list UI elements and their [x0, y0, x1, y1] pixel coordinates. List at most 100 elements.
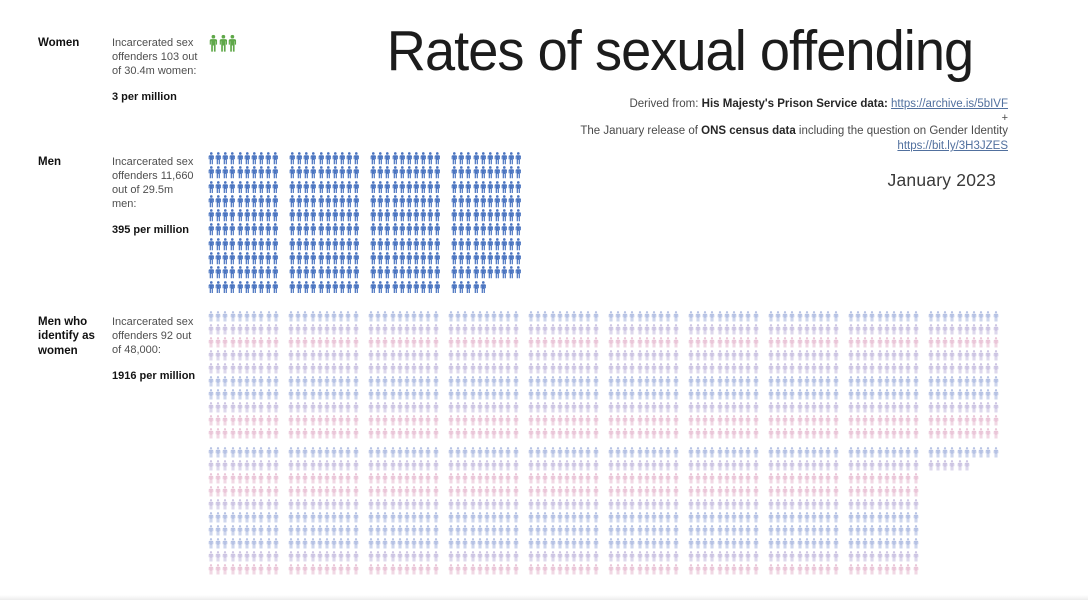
- person-icon: [615, 460, 621, 471]
- person-icon: [310, 564, 316, 575]
- person-icon: [251, 525, 257, 536]
- person-icon: [368, 486, 374, 497]
- person-icon: [738, 311, 744, 322]
- pictogram-row: [289, 152, 360, 165]
- person-icon: [353, 564, 359, 575]
- person-icon: [484, 337, 490, 348]
- person-icon: [484, 512, 490, 523]
- person-icon: [695, 363, 701, 374]
- person-icon: [272, 281, 279, 294]
- archive-link[interactable]: https://archive.is/5bIVF: [891, 98, 1008, 110]
- person-icon: [811, 460, 817, 471]
- person-icon: [208, 473, 214, 484]
- person-icon: [338, 460, 344, 471]
- pictogram-row: [608, 415, 679, 426]
- person-icon: [855, 415, 861, 426]
- person-icon: [862, 363, 868, 374]
- person-icon: [215, 551, 221, 562]
- person-icon: [230, 415, 236, 426]
- person-icon: [310, 525, 316, 536]
- person-icon: [855, 551, 861, 562]
- pictogram-row: [848, 402, 919, 413]
- person-icon: [753, 311, 759, 322]
- person-icon: [564, 473, 570, 484]
- person-icon: [413, 266, 420, 279]
- person-icon: [571, 512, 577, 523]
- person-icon: [535, 525, 541, 536]
- person-icon: [317, 512, 323, 523]
- person-icon: [375, 460, 381, 471]
- person-icon: [964, 402, 970, 413]
- person-icon: [629, 324, 635, 335]
- person-icon: [804, 551, 810, 562]
- person-icon: [237, 281, 244, 294]
- person-icon: [448, 363, 454, 374]
- person-icon: [494, 166, 501, 179]
- person-icon: [296, 209, 303, 222]
- person-icon: [302, 428, 308, 439]
- person-icon: [593, 460, 599, 471]
- person-icon: [804, 428, 810, 439]
- pictogram-row: [448, 473, 519, 484]
- person-icon: [971, 350, 977, 361]
- person-icon: [465, 223, 472, 236]
- person-icon: [296, 281, 303, 294]
- person-icon: [338, 525, 344, 536]
- person-icon: [717, 350, 723, 361]
- person-icon: [804, 499, 810, 510]
- person-icon: [825, 363, 831, 374]
- person-icon: [317, 428, 323, 439]
- person-icon: [390, 389, 396, 400]
- person-icon: [237, 499, 243, 510]
- pictogram-row: [528, 376, 599, 387]
- person-icon: [230, 389, 236, 400]
- person-icon: [753, 551, 759, 562]
- pictogram-row: [448, 499, 519, 510]
- bitly-link[interactable]: https://bit.ly/3H3JZES: [897, 139, 1008, 152]
- person-icon: [905, 311, 911, 322]
- person-icon: [392, 166, 399, 179]
- person-icon: [665, 551, 671, 562]
- person-icon: [848, 415, 854, 426]
- person-icon: [272, 195, 279, 208]
- person-icon: [498, 324, 504, 335]
- pictogram-row: [768, 363, 839, 374]
- person-icon: [768, 564, 774, 575]
- person-icon: [833, 350, 839, 361]
- person-icon: [346, 266, 353, 279]
- person-icon: [266, 350, 272, 361]
- pictogram-row: [848, 551, 919, 562]
- person-icon: [370, 195, 377, 208]
- pictogram-row: [451, 209, 522, 222]
- pictogram-row: [528, 460, 599, 471]
- person-icon: [215, 447, 221, 458]
- person-icon: [818, 350, 824, 361]
- person-icon: [508, 152, 515, 165]
- person-icon: [331, 376, 337, 387]
- person-icon: [295, 486, 301, 497]
- pictogram-row: [208, 152, 279, 165]
- person-icon: [302, 363, 308, 374]
- person-icon: [310, 389, 316, 400]
- person-icon: [477, 460, 483, 471]
- person-icon: [818, 447, 824, 458]
- person-icon: [964, 324, 970, 335]
- person-icon: [949, 389, 955, 400]
- person-icon: [338, 499, 344, 510]
- person-icon: [433, 350, 439, 361]
- pictogram-row: [448, 564, 519, 575]
- person-icon: [368, 376, 374, 387]
- person-icon: [709, 538, 715, 549]
- person-icon: [709, 564, 715, 575]
- person-icon: [593, 376, 599, 387]
- person-icon: [353, 525, 359, 536]
- pictogram-row: [208, 238, 279, 251]
- person-icon: [368, 402, 374, 413]
- pictogram-row: [848, 337, 919, 348]
- person-icon: [215, 252, 222, 265]
- pictogram-row: [289, 195, 360, 208]
- person-icon: [738, 525, 744, 536]
- person-icon: [658, 525, 664, 536]
- pictogram-row: [368, 363, 439, 374]
- pictogram-row: [208, 350, 279, 361]
